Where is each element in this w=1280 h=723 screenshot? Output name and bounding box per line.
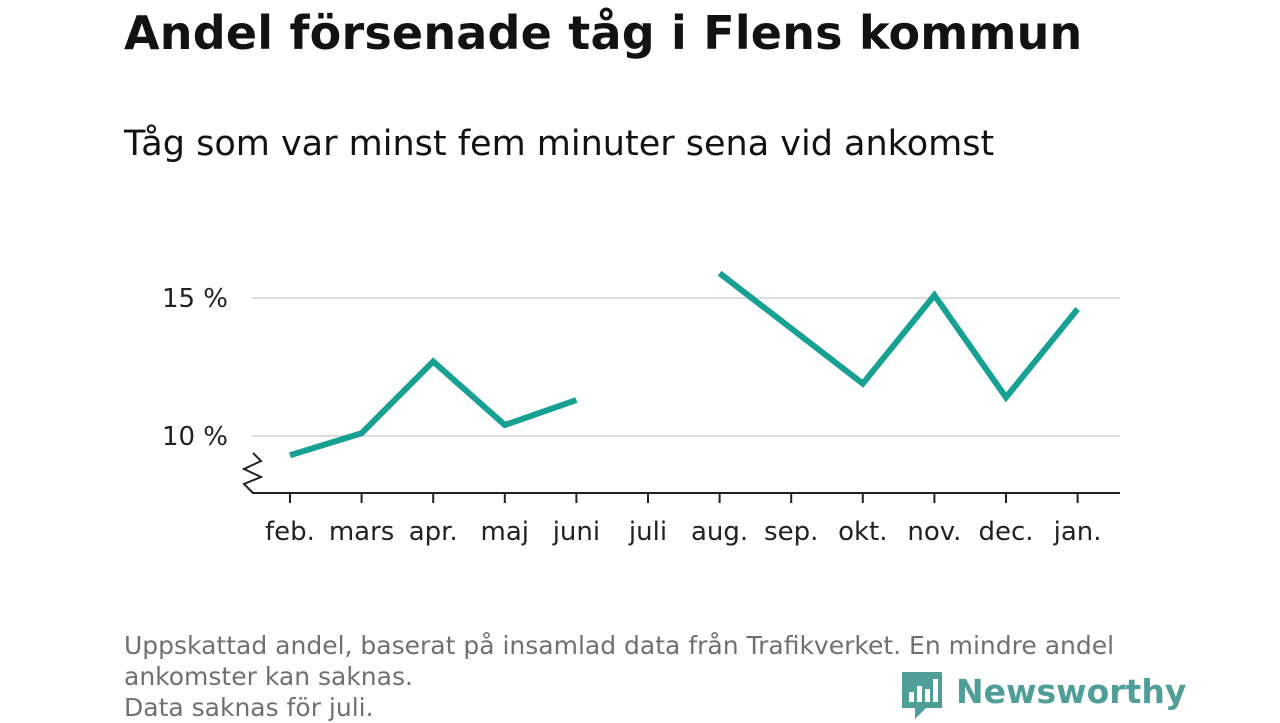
series-line [717,270,1080,403]
x-tick-label: maj [481,517,529,547]
newsworthy-logo-icon [902,672,942,719]
x-tick-label: okt. [838,517,887,547]
series-lines [289,270,1080,459]
x-tick-label: dec. [978,517,1033,547]
y-tick-label: 10 % [162,422,228,452]
y-axis: 10 % 15 % [162,284,264,494]
x-tick-label: feb. [265,517,315,547]
footnote-line: Data saknas för juli. [124,693,374,722]
chart-title: Andel försenade tåg i Flens kommun [124,6,1083,60]
footnote: Uppskattad andel, baserat på insamlad da… [124,630,1114,723]
x-tick-label: juni [552,517,600,547]
axis-break-mark [241,452,264,494]
x-tick-label: jan. [1053,517,1102,547]
footnote-line: Uppskattad andel, baserat på insamlad da… [124,631,1115,660]
x-axis: feb. mars apr. maj juni juli aug. sep. okt. nov. d… [252,492,1120,547]
x-tick-label: apr. [409,517,458,547]
x-tick-label: nov. [907,517,961,547]
series-line [289,357,578,459]
y-tick-label: 15 % [162,284,228,314]
chart-subtitle: Tåg som var minst fem minuter sena vid a… [124,124,995,164]
line-chart: 10 % 15 % feb. mars apr. maj juni juli aug. sep.… [162,270,1120,547]
x-tick-label: juli [628,517,667,547]
x-tick-label: aug. [691,517,748,547]
x-tick-label: sep. [764,517,818,547]
footnote-line: ankomster kan saknas. [124,662,413,691]
brand-name: Newsworthy [956,672,1187,711]
x-tick-label: mars [329,517,395,547]
brand-logo: Newsworthy [902,670,1186,720]
grid-lines [252,297,1120,437]
